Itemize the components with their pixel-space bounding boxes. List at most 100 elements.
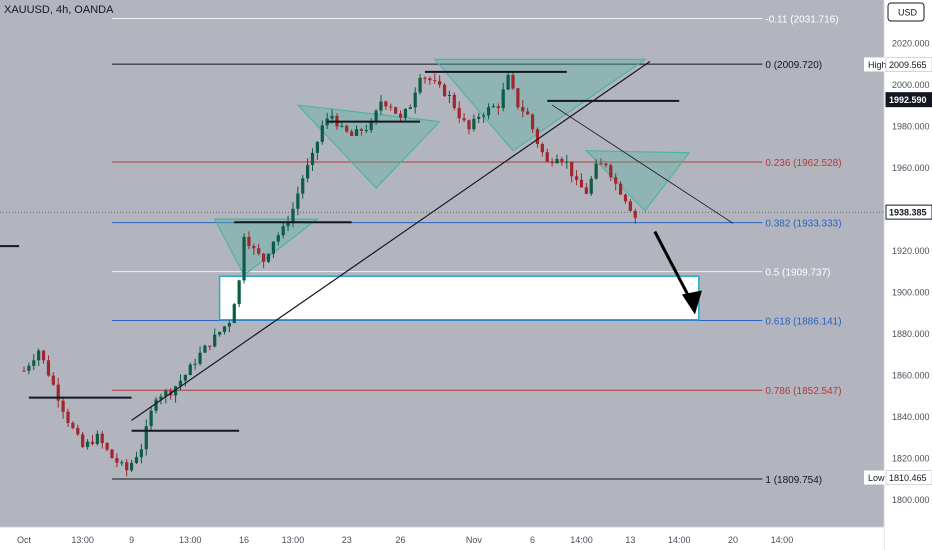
price-tick-label: 1960.000	[892, 163, 930, 173]
candle-body	[472, 118, 476, 130]
bearish-arrow-head[interactable]	[681, 290, 702, 315]
candle-body	[134, 457, 139, 464]
candle-body	[423, 77, 427, 79]
candle-body	[110, 449, 114, 459]
candle-body	[257, 248, 261, 254]
candle-body	[247, 236, 251, 247]
candle-body	[95, 433, 99, 444]
fib-level-label: 0.618 (1886.141)	[765, 317, 841, 328]
candle-body	[301, 178, 305, 194]
candle-body	[46, 360, 51, 376]
price-tick-label: 2000.000	[892, 80, 930, 90]
currency-button[interactable]	[887, 2, 925, 22]
candle-body	[413, 92, 417, 108]
candle-body	[374, 110, 378, 123]
time-tick-label: 26	[396, 535, 406, 545]
time-tick-label: 6	[530, 535, 535, 545]
candle-body	[105, 443, 109, 450]
price-tag-caption-box	[864, 470, 886, 485]
candle-body	[125, 462, 129, 471]
descending-trendline[interactable]	[551, 104, 734, 224]
candle-body	[154, 399, 158, 411]
candle-body	[144, 426, 148, 450]
candle-body	[530, 114, 535, 130]
candle-body	[41, 350, 46, 361]
price-tag-caption: Low	[868, 473, 885, 483]
price-tick-label: 1880.000	[892, 329, 930, 339]
candle-body	[486, 107, 491, 116]
candle-body	[22, 370, 26, 372]
price-tag-box	[885, 470, 932, 486]
drawn-lines[interactable]	[0, 60, 734, 432]
target-rectangle[interactable]	[218, 275, 700, 321]
fib-level-label: 0.5 (1909.737)	[765, 268, 830, 279]
price-tag-value: 1810.465	[889, 473, 927, 483]
candle-body	[350, 131, 354, 136]
price-tick-label: 1800.000	[892, 495, 930, 505]
candle-body	[398, 113, 403, 118]
candle-body	[526, 111, 530, 115]
candle-body	[589, 178, 593, 194]
candle-body	[193, 363, 197, 365]
candle-body	[306, 164, 310, 179]
time-tick-label: 13	[625, 535, 635, 545]
triangle-pattern[interactable]	[213, 218, 320, 277]
candle-body	[81, 434, 85, 447]
candle-body	[599, 163, 603, 165]
candle-body	[574, 176, 579, 180]
candle-body	[467, 120, 471, 130]
triangle-pattern[interactable]	[433, 58, 647, 152]
price-tick-label: 1920.000	[892, 246, 930, 256]
price-tag-value: 1992.590	[889, 95, 927, 105]
candle-body	[462, 118, 466, 121]
candle-body	[27, 365, 31, 371]
candle-body	[242, 236, 246, 281]
candle-body	[164, 390, 168, 397]
candle-body	[115, 458, 119, 463]
candle-body	[482, 115, 486, 117]
bearish-arrow-shaft[interactable]	[653, 230, 694, 304]
price-tick-label: 1900.000	[892, 287, 930, 297]
time-axis[interactable]: Oct 13:00 9 13:00 16 13:00 23 26 Nov 6 14:00 13 14:0…	[0, 526, 884, 550]
price-axis[interactable]: 1800.000 1820.000 1840.000 1860.000 1880.000…	[883, 0, 932, 550]
candle-body	[51, 375, 55, 385]
candle-body	[408, 107, 412, 109]
price-tag-caption: High	[868, 60, 887, 70]
price-tag-box	[885, 204, 932, 220]
time-tick-label: 16	[239, 535, 249, 545]
price-tick-label: 1860.000	[892, 370, 930, 380]
candle-body	[208, 345, 212, 347]
candle-body	[227, 323, 231, 327]
candle-body	[218, 331, 222, 335]
candle-body	[71, 422, 75, 428]
candle-body	[614, 177, 618, 184]
candle-body	[66, 411, 70, 423]
candle-body	[560, 158, 564, 163]
candle-body	[139, 449, 143, 458]
candle-body	[516, 88, 520, 108]
candle-body	[442, 84, 447, 97]
candle-body	[213, 334, 217, 347]
uptrend-line[interactable]	[131, 60, 651, 421]
target-zone[interactable]	[218, 275, 700, 321]
candle-body	[550, 161, 554, 164]
candle-body	[433, 80, 437, 82]
candle-body	[315, 141, 319, 153]
candle-body	[100, 433, 104, 444]
candle-body	[491, 106, 496, 108]
time-tick-label: 13:00	[282, 535, 305, 545]
fib-level-label: 0 (2009.720)	[765, 60, 822, 71]
triangle-pattern[interactable]	[296, 104, 441, 189]
candle-body	[633, 210, 637, 218]
candle-body	[56, 384, 60, 401]
candle-body	[477, 116, 481, 119]
candle-body	[330, 115, 334, 119]
currency-label: USD	[898, 8, 918, 18]
candle-body	[403, 108, 408, 118]
time-tick-label: 9	[129, 535, 134, 545]
price-tag-value: 2009.565	[889, 60, 927, 70]
price-axis-background	[884, 0, 932, 550]
candle-body	[354, 129, 359, 136]
